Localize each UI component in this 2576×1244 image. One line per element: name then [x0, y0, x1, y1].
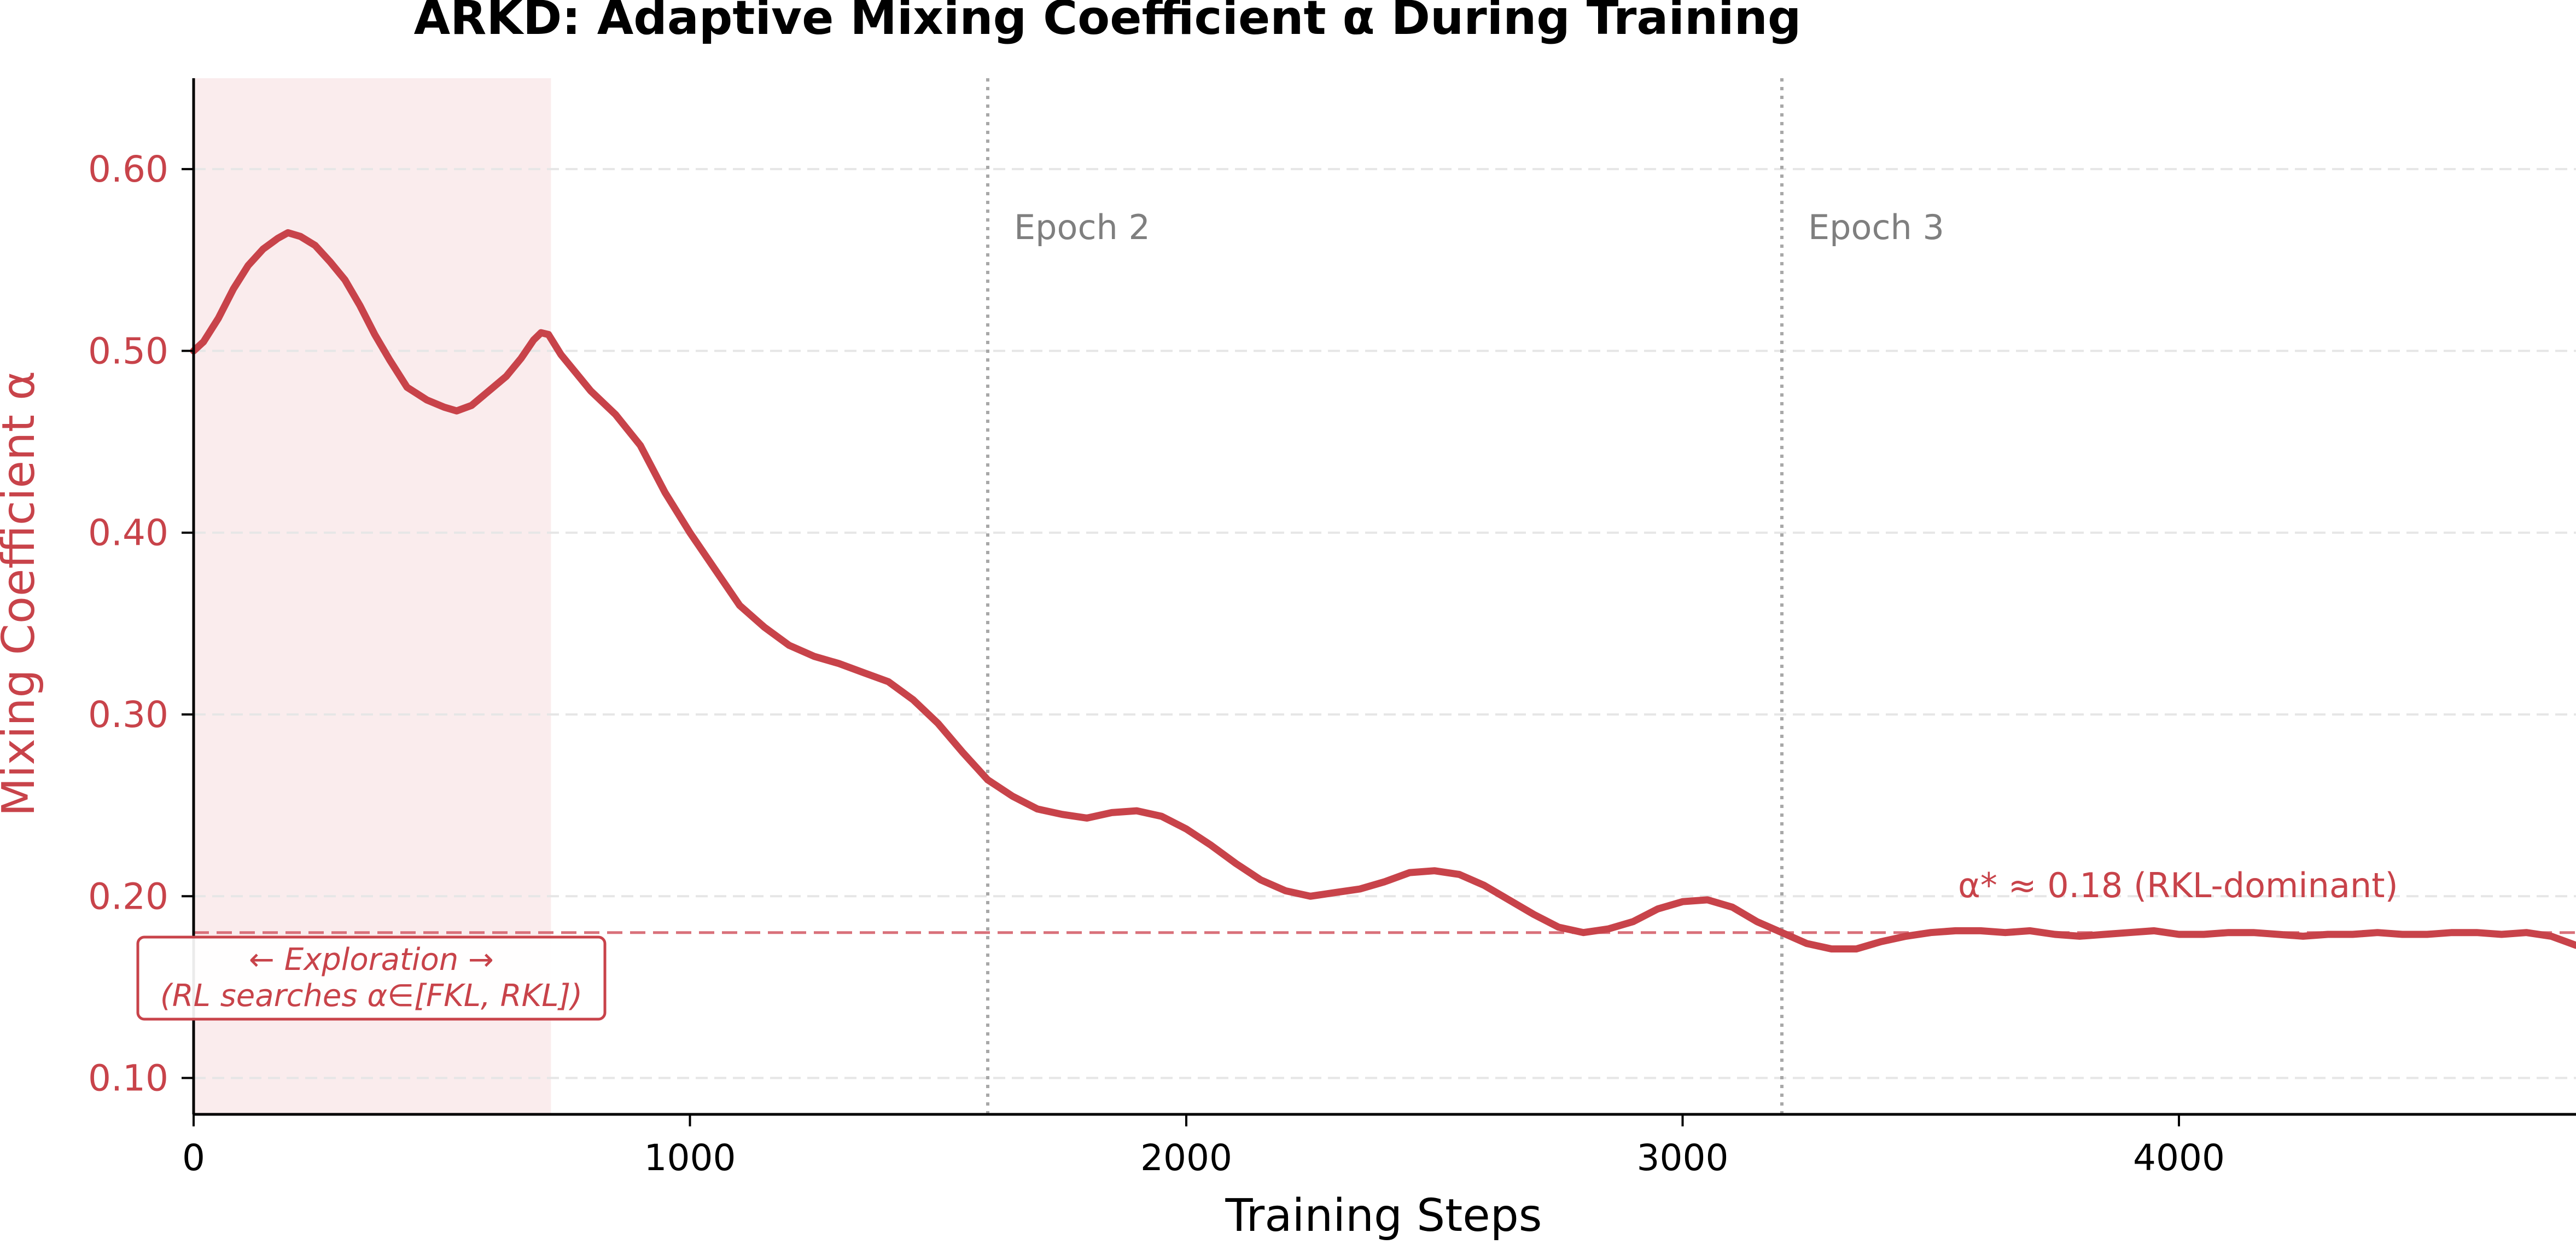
x-tick-label: 3000 — [1637, 1137, 1729, 1179]
y-tick-label: 0.40 — [88, 512, 168, 554]
epoch-label: Epoch 2 — [1014, 207, 1150, 247]
vertical-lines-layer — [986, 78, 1784, 1114]
alpha-series-line — [190, 229, 2576, 953]
y-axis-label: Mixing Coefficient α — [0, 371, 45, 817]
x-tick-label: 1000 — [644, 1137, 736, 1179]
exploration-label-line1: ← Exploration → — [249, 942, 494, 978]
y-tick-label: 0.10 — [88, 1057, 168, 1100]
exploration-annotation-box — [136, 935, 607, 1021]
x-tick-label: 0 — [182, 1137, 205, 1179]
y-tick-label: 0.50 — [88, 330, 168, 372]
y-tick-label: 0.30 — [88, 694, 168, 736]
x-tick-label: 2000 — [1140, 1137, 1232, 1179]
series-layer — [190, 229, 2576, 953]
y-tick-label: 0.60 — [88, 148, 168, 190]
grid-layer — [194, 168, 2576, 1079]
chart-title: ARKD: Adaptive Mixing Coefficient α Duri… — [414, 0, 1802, 45]
axis-layer: 0.10 0.20 0.30 0.40 0.50 0.60 0 1000 2000 3000 400… — [88, 78, 2576, 1179]
exploration-label-line2: (RL searches α∈[FKL, RKL]) — [160, 978, 582, 1014]
alpha-star-annotation: α* ≈ 0.18 (RKL-dominant) — [1958, 865, 2398, 905]
epoch-label: Epoch 3 — [1808, 207, 1944, 247]
annotation-layer: Epoch 2 Epoch 3 α* ≈ 0.18 (RKL-dominant) ← … — [136, 207, 2398, 1021]
x-axis-label: Training Steps — [1225, 1190, 1542, 1242]
x-tick-label: 4000 — [2133, 1137, 2225, 1179]
y-tick-label: 0.20 — [88, 875, 168, 917]
